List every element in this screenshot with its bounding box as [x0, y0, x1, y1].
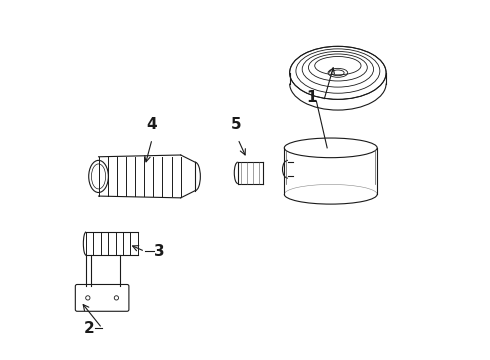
- Text: 5: 5: [231, 117, 242, 132]
- Text: 4: 4: [147, 117, 157, 132]
- Ellipse shape: [284, 138, 377, 158]
- Ellipse shape: [290, 46, 386, 99]
- Text: 2: 2: [84, 321, 95, 336]
- Text: 3: 3: [154, 244, 165, 259]
- Ellipse shape: [89, 160, 108, 193]
- Text: 1: 1: [306, 90, 317, 105]
- FancyBboxPatch shape: [75, 284, 129, 311]
